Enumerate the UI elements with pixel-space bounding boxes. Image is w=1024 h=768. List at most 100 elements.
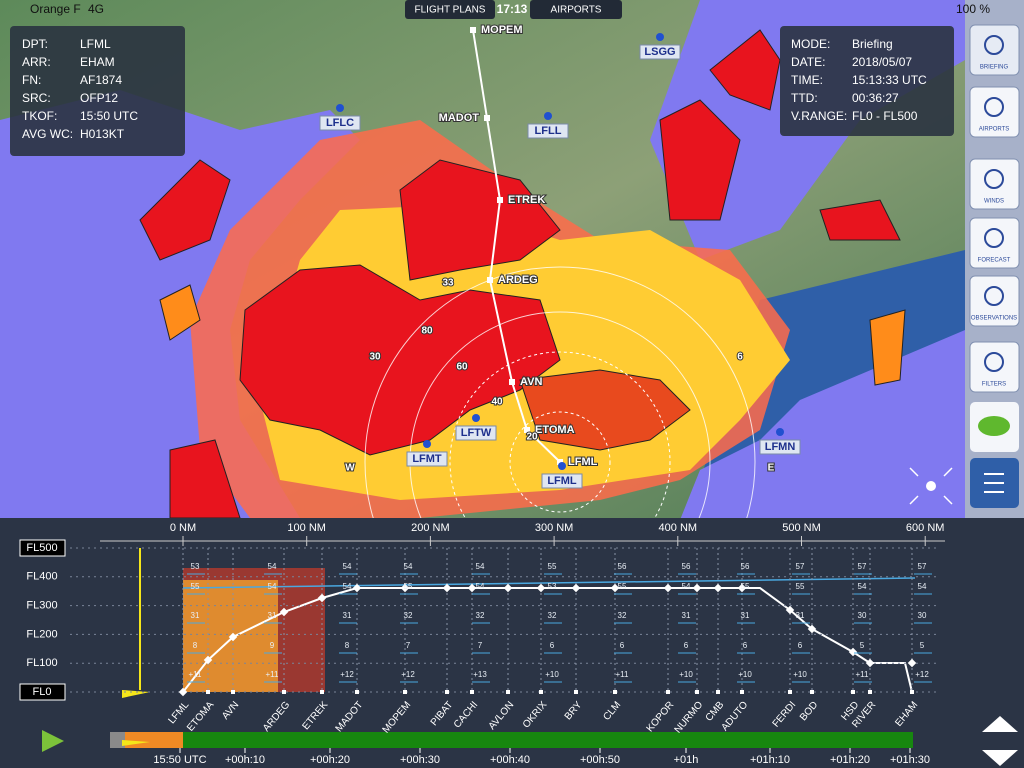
map-label: 80 [421,326,433,337]
column-value: 54 [918,582,927,591]
time-bar-flight [183,732,913,748]
airport-label: LFLL [535,125,562,137]
column-value: 57 [796,562,805,571]
storm-cell [239,264,561,456]
mode-panel [780,26,954,136]
airport-box[interactable] [455,425,497,441]
info-value: 15:13:33 UTC [852,73,927,87]
waypoint-node [807,624,817,634]
time-tick: +00h:50 [580,754,620,766]
recenter[interactable] [909,467,953,505]
waypoint-node [907,658,917,668]
waypoint-marker [497,197,503,203]
level-label: FL500 [26,542,57,554]
column-value: 31 [682,611,691,620]
column-value: 7 [406,641,411,650]
column-value: 55 [618,582,627,591]
info-value: 15:50 UTC [80,109,138,123]
column-value: 8 [345,641,350,650]
sidebar-button[interactable] [969,158,1020,210]
level-label: FL200 [26,628,57,640]
distance-tick: 0 NM [170,522,196,534]
column-value: 32 [476,611,485,620]
sidebar-button[interactable] [969,217,1020,269]
info-value: AF1874 [80,73,122,87]
ground-node [574,690,578,694]
map-label: E [768,463,775,474]
sidebar-label: FILTERS [982,382,1006,388]
distance-tick: 100 NM [287,522,326,534]
column-value: 32 [548,611,557,620]
column-value: 31 [741,611,750,620]
info-value: 2018/05/07 [852,55,912,69]
ground-node [851,690,855,694]
waypoint-node [785,605,795,615]
info-value: Briefing [852,37,893,51]
play-button[interactable] [42,730,64,752]
waypoint-marker [487,277,493,283]
waypoint-node [279,607,289,617]
waypoint-node [713,583,723,593]
map-label: 30 [369,352,381,363]
column-value: +11 [616,670,630,679]
sidebar-button[interactable] [969,275,1020,327]
column-value: +13 [473,670,487,679]
level-label: FL400 [26,571,57,583]
time-tick: +01h [674,754,699,766]
storm-cell [709,29,781,111]
column-value: 6 [684,641,689,650]
airport-box[interactable] [541,473,583,489]
time-bar-past [110,732,125,748]
ground-node [666,690,670,694]
storm-cell [869,309,906,386]
column-value: 31 [796,611,805,620]
column-value: +10 [793,670,807,679]
airport-box[interactable] [639,44,681,60]
column-value: 9 [270,641,275,650]
sidebar-label: AIRPORTS [979,127,1010,133]
scroll-down[interactable] [982,750,1018,766]
distance-tick: 200 NM [411,522,450,534]
waypoint-label: MOPEM [481,24,523,36]
tab[interactable] [530,0,622,19]
column-value: 6 [620,641,625,650]
tab-label[interactable]: FLIGHT PLANS [415,5,486,16]
level-label: FL0 [33,686,52,698]
tab[interactable] [405,0,495,19]
waypoint-label: ETOMA [535,424,575,436]
storm-cell [659,99,741,221]
level-box [19,683,66,701]
column-value: 55 [404,582,413,591]
time-tick: +00h:10 [225,754,265,766]
airport-box[interactable] [527,123,569,139]
storm-cell [519,369,691,451]
tab-label[interactable]: AIRPORTS [551,5,602,16]
column-value: 55 [548,562,557,571]
waypoint-node [536,583,546,593]
airport-box[interactable] [759,439,801,455]
storm-cell [139,159,231,261]
ground-node [181,690,185,694]
aircraft-icon [122,740,150,746]
scroll-up[interactable] [982,716,1018,732]
waypoint-node [467,583,477,593]
waypoint-node [400,583,410,593]
airport-box[interactable] [406,451,448,467]
column-value: 54 [343,562,352,571]
info-label: FN: [22,73,41,87]
ground-node [740,690,744,694]
storm-cell [399,159,561,281]
sidebar-button[interactable] [969,341,1020,393]
clock: 17:13 [497,2,528,16]
sidebar-button[interactable] [969,24,1020,76]
column-value: 6 [550,641,555,650]
column-value: 55 [191,582,200,591]
airport-dot [336,104,344,112]
sidebar-button[interactable] [969,86,1020,138]
airport-box[interactable] [319,115,361,131]
column-value: 54 [476,562,485,571]
airport-label: LFML [547,475,577,487]
ground-node [506,690,510,694]
ground-node [206,690,210,694]
info-value: EHAM [80,55,115,69]
